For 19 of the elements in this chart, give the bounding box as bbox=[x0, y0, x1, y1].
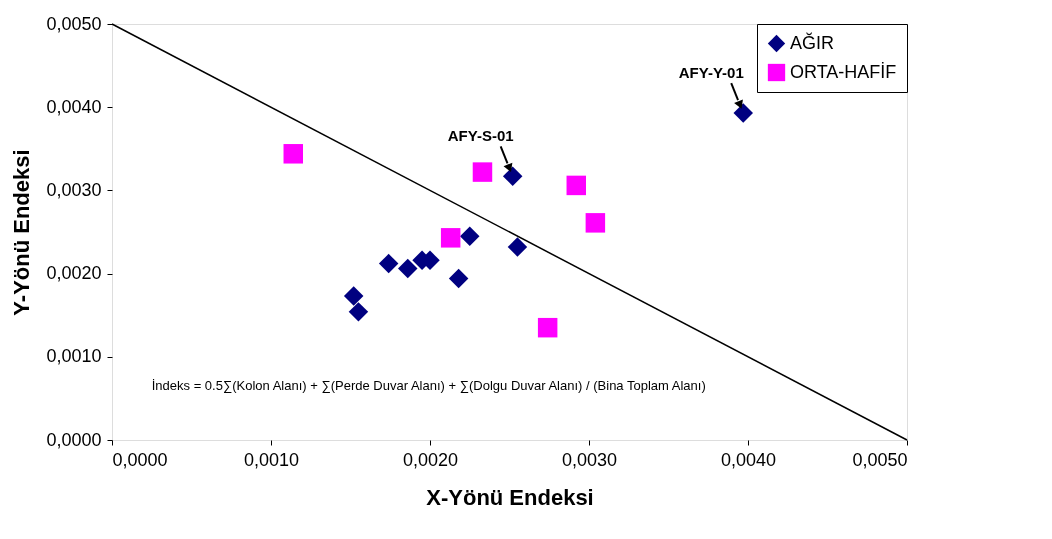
annotation: AFY-S-01 bbox=[447, 127, 514, 145]
x-tick-label: 0,0010 bbox=[243, 449, 300, 470]
annotation: AFY-Y-01 bbox=[678, 64, 744, 82]
x-tick-label: 0,0030 bbox=[561, 449, 618, 470]
legend-label: ORTA-HAFİF bbox=[790, 61, 897, 82]
y-tick-label: 0,0010 bbox=[46, 346, 102, 367]
x-tick-label: 0,0000 bbox=[112, 449, 168, 470]
x-tick-label: 0,0040 bbox=[720, 449, 777, 470]
x-axis-title: X-Yönü Endeksi bbox=[426, 484, 594, 510]
legend-label: AĞIR bbox=[790, 31, 835, 53]
y-axis-title: Y-Yönü Endeksi bbox=[9, 149, 35, 316]
y-tick-label: 0,0000 bbox=[46, 429, 102, 450]
y-tick-label: 0,0030 bbox=[46, 179, 102, 200]
y-tick-label: 0,0040 bbox=[46, 96, 102, 117]
y-tick-label: 0,0020 bbox=[46, 263, 102, 284]
x-tick-label: 0,0020 bbox=[402, 449, 459, 470]
y-tick-label: 0,0050 bbox=[46, 13, 102, 34]
x-tick-label: 0,0050 bbox=[852, 449, 908, 470]
annotation: İndeks = 0.5∑(Kolon Alanı) + ∑(Perde Duvar Alanı) + ∑(Dolgu Duvar Alanı) / (Bina Toplam Alanı) bbox=[151, 377, 706, 393]
